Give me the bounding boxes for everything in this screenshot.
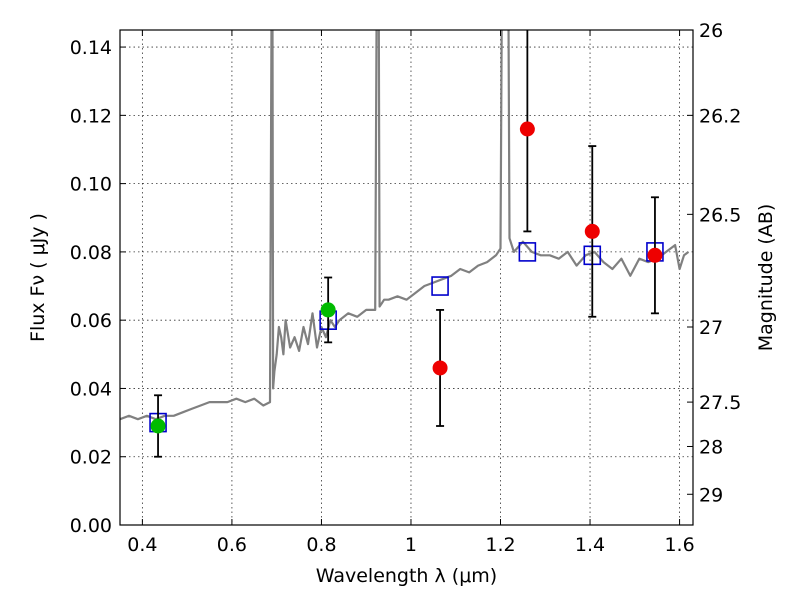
x-tick-label: 0.6 [217, 534, 247, 556]
axis-ticks: 0.4 0.6 0.8 1 1.2 1.4 1.6 0.00 0.02 0.04 0.06 0.08 0… [70, 20, 742, 556]
grid [120, 30, 693, 526]
data-point [320, 302, 336, 318]
y2-tick-label: 26.2 [699, 105, 741, 127]
data-point [647, 247, 663, 263]
y-tick-label: 0.06 [70, 310, 112, 332]
data-point [519, 121, 535, 137]
x-tick-label: 1.6 [664, 534, 694, 556]
y2-tick-label: 26.5 [699, 204, 741, 226]
series-3 [432, 30, 663, 427]
y2-tick-label: 26 [699, 20, 723, 42]
series-1 [149, 242, 664, 433]
model-point [518, 242, 537, 262]
y2-tick-label: 29 [699, 484, 723, 506]
y-tick-label: 0.04 [70, 378, 112, 400]
x-axis-title: Wavelength λ (μm) [316, 565, 497, 587]
x-tick-label: 0.4 [127, 534, 157, 556]
y2-axis-title: Magnitude (AB) [755, 204, 777, 352]
data-point [432, 360, 448, 376]
y-tick-label: 0.12 [70, 105, 112, 127]
spectrum-line [120, 30, 690, 421]
y-axis-title: Flux Fν ( μJy ) [27, 213, 49, 342]
y2-tick-label: 27 [699, 317, 723, 339]
y2-tick-label: 28 [699, 436, 723, 458]
y-tick-label: 0.02 [70, 447, 112, 469]
y-tick-label: 0.00 [70, 515, 112, 537]
plot-area [120, 30, 690, 458]
y2-tick-label: 27.5 [699, 392, 741, 414]
series-2 [150, 276, 336, 458]
x-tick-label: 0.8 [306, 534, 336, 556]
x-tick-label: 1.4 [575, 534, 605, 556]
y-tick-label: 0.14 [70, 37, 112, 59]
series-0 [120, 30, 690, 421]
model-point [431, 276, 449, 296]
data-point [150, 418, 166, 434]
data-point [584, 223, 600, 239]
y-tick-label: 0.08 [70, 242, 112, 264]
y-tick-label: 0.10 [70, 174, 112, 196]
plot-frame [119, 29, 694, 526]
x-tick-label: 1 [405, 534, 417, 556]
x-tick-label: 1.2 [485, 534, 515, 556]
